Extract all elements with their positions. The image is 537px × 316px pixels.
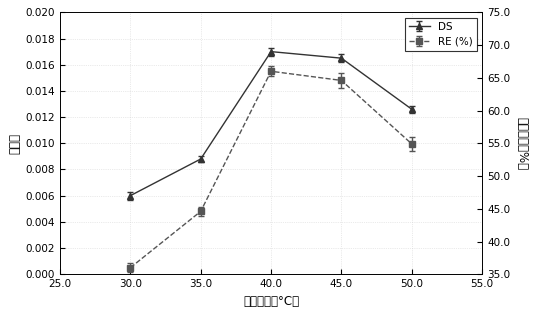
Y-axis label: 取代度: 取代度: [9, 133, 21, 154]
Y-axis label: 反应效率（%）: 反应效率（%）: [516, 117, 528, 170]
Legend: DS, RE (%): DS, RE (%): [405, 18, 477, 51]
X-axis label: 反应温度（°C）: 反应温度（°C）: [243, 295, 299, 308]
